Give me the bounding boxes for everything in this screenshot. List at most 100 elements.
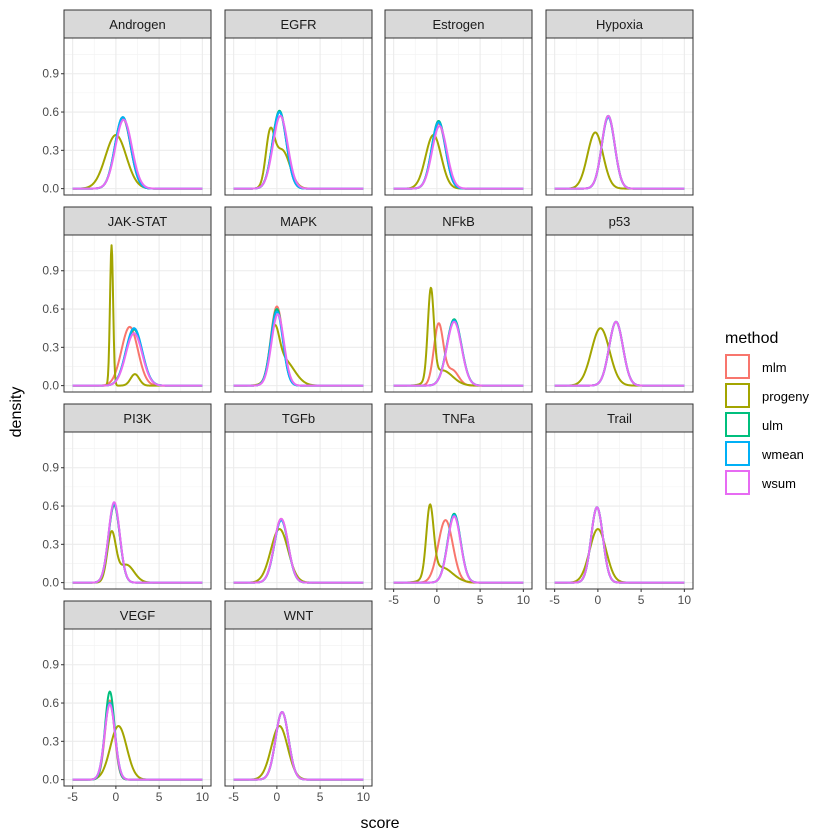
panel-border (63, 628, 212, 787)
y-axis-title: density (8, 387, 25, 438)
facet-panel-mapk: MAPK (224, 206, 373, 393)
y-tick-label: 0.6 (42, 302, 59, 316)
density-curve-wsum (233, 710, 364, 781)
facet-panel-vegf: VEGF 0.0 0.3 0.6 0.9 -5 0 5 10 (42, 600, 212, 804)
x-tick-label: -5 (549, 593, 560, 607)
facet-strip-label: TNFa (442, 411, 475, 426)
density-curve-wsum (72, 332, 203, 387)
legend-label-wsum: wsum (761, 476, 796, 491)
y-tick-label: 0.3 (42, 143, 59, 157)
density-curve-wsum (393, 320, 524, 387)
legend-item-wmean: wmean (725, 441, 804, 466)
panel-border (224, 628, 373, 787)
panel-border (384, 37, 533, 196)
y-tick-label: 0.6 (42, 105, 59, 119)
facet-panel-hypoxia: Hypoxia (545, 9, 694, 196)
panel-border (224, 234, 373, 393)
density-curve-wsum (233, 517, 364, 584)
legend-title: method (725, 330, 778, 347)
legend-key-progeny (725, 383, 750, 408)
facet-strip (63, 206, 212, 236)
density-curve-wsum (72, 118, 203, 190)
facet-strip (384, 9, 533, 39)
legend-key-mlm (725, 354, 750, 379)
x-tick-label: 5 (317, 790, 324, 804)
legend-label-mlm: mlm (762, 360, 787, 375)
facet-strip-label: Androgen (109, 17, 165, 32)
legend-item-ulm: ulm (725, 412, 783, 437)
y-tick-label: 0.6 (42, 696, 59, 710)
x-tick-label: 10 (517, 593, 531, 607)
legend-key-wmean (725, 441, 750, 466)
facet-strip-label: MAPK (280, 214, 317, 229)
legend-label-ulm: ulm (762, 418, 783, 433)
x-tick-label: 0 (274, 790, 281, 804)
density-curve-wsum (554, 114, 685, 190)
facet-panel-jak-stat: JAK-STAT 0.0 0.3 0.6 0.9 (42, 206, 212, 393)
panel-border (384, 431, 533, 590)
facet-panel-estrogen: Estrogen (384, 9, 533, 196)
facet-panel-wnt: WNT -5 0 5 10 (224, 600, 373, 804)
legend-item-progeny: progeny (725, 383, 809, 408)
y-tick-label: 0.0 (42, 379, 59, 393)
facet-strip (63, 403, 212, 433)
density-curve-wsum (233, 313, 364, 387)
panel-border (224, 37, 373, 196)
legend-key-wsum (725, 470, 750, 495)
facet-strip (224, 9, 373, 39)
facet-strip-label: PI3K (123, 411, 152, 426)
y-tick-label: 0.9 (42, 67, 59, 81)
y-tick-label: 0.3 (42, 340, 59, 354)
facet-panel-egfr: EGFR (224, 9, 373, 196)
facet-strip-label: Trail (607, 411, 632, 426)
x-tick-label: -5 (67, 790, 78, 804)
facet-strip-label: Hypoxia (596, 17, 644, 32)
facet-strip-label: EGFR (280, 17, 316, 32)
panel-border (63, 431, 212, 590)
x-tick-label: 5 (638, 593, 645, 607)
panel-border (545, 431, 694, 590)
facet-strip (384, 206, 533, 236)
x-tick-label: 0 (434, 593, 441, 607)
x-tick-label: 5 (477, 593, 484, 607)
y-tick-label: 0.3 (42, 537, 59, 551)
facet-strip-label: WNT (284, 608, 314, 623)
facet-panel-tnfa: TNFa -5 0 5 10 (384, 403, 533, 607)
facet-panel-tgfb: TGFb (224, 403, 373, 590)
facet-strip (224, 600, 373, 630)
x-tick-label: 0 (595, 593, 602, 607)
density-curve-wsum (72, 703, 203, 781)
y-tick-label: 0.9 (42, 461, 59, 475)
x-tick-label: 10 (196, 790, 210, 804)
panel-border (545, 37, 694, 196)
x-tick-label: 5 (156, 790, 163, 804)
panel-border (63, 234, 212, 393)
facet-strip-label: NFkB (442, 214, 475, 229)
facet-strip-label: TGFb (282, 411, 315, 426)
density-curve-wsum (72, 501, 203, 584)
panel-border (384, 234, 533, 393)
density-curve-wsum (554, 506, 685, 584)
x-tick-label: -5 (388, 593, 399, 607)
panel-border (545, 234, 694, 393)
y-tick-label: 0.0 (42, 576, 59, 590)
facet-panel-p53: p53 (545, 206, 694, 393)
facet-strip-label: JAK-STAT (108, 214, 168, 229)
facet-strip-label: VEGF (120, 608, 155, 623)
facet-panel-trail: Trail -5 0 5 10 (545, 403, 694, 607)
legend-item-mlm: mlm (725, 354, 787, 379)
facet-strip-label: Estrogen (432, 17, 484, 32)
legend-label-progeny: progeny (762, 389, 809, 404)
facet-strip (63, 9, 212, 39)
x-tick-label: 10 (357, 790, 371, 804)
legend-item-wsum: wsum (725, 470, 796, 495)
density-curve-wsum (393, 125, 524, 190)
density-curve-wsum (233, 114, 364, 190)
density-curve-wsum (393, 515, 524, 584)
legend: method mlm progeny ulm wmean wsum (725, 330, 809, 495)
y-tick-label: 0.3 (42, 734, 59, 748)
x-tick-label: -5 (228, 790, 239, 804)
x-axis-title: score (360, 815, 399, 832)
panel-border (63, 37, 212, 196)
density-curve-wsum (554, 320, 685, 387)
